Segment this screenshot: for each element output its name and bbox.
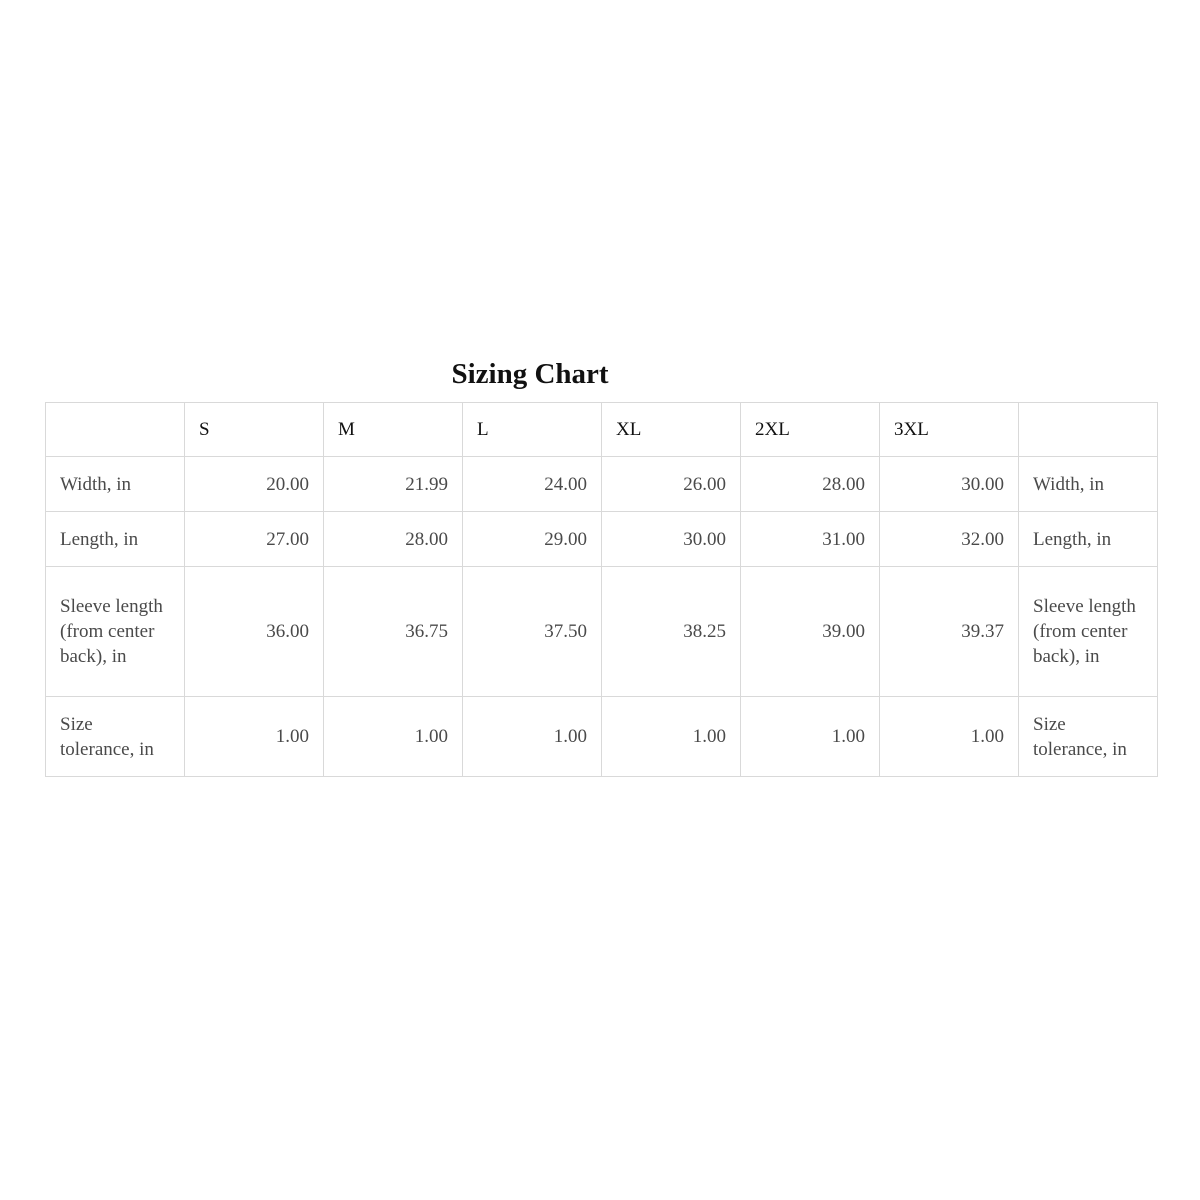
table-cell: 39.00 [740,566,880,697]
table-cell: 28.00 [740,456,880,512]
header-row: S M L XL 2XL 3XL [45,402,1158,457]
row-label-right: Size tolerance, in [1018,696,1158,777]
table-cell: 37.50 [462,566,602,697]
table-row: Width, in 20.00 21.99 24.00 26.00 28.00 30.00 W… [45,456,1158,512]
column-header: 3XL [879,402,1019,457]
table-cell: 36.75 [323,566,463,697]
row-label: Sleeve length (from center back), in [45,566,185,697]
row-label-right: Width, in [1018,456,1158,512]
table-cell: 36.00 [184,566,324,697]
table-row: Size tolerance, in 1.00 1.00 1.00 1.00 1.00 1.… [45,696,1158,777]
row-label: Size tolerance, in [45,696,185,777]
table-cell: 31.00 [740,511,880,567]
table-cell: 1.00 [879,696,1019,777]
column-header: M [323,402,463,457]
table-cell: 29.00 [462,511,602,567]
table-cell: 21.99 [323,456,463,512]
table-cell: 1.00 [601,696,741,777]
table-cell: 1.00 [462,696,602,777]
table-cell: 30.00 [879,456,1019,512]
table-cell: 38.25 [601,566,741,697]
row-label: Length, in [45,511,185,567]
column-header [45,402,185,457]
table-row: Length, in 27.00 28.00 29.00 30.00 31.00 32.00… [45,511,1158,567]
column-header: L [462,402,602,457]
page-title: Sizing Chart [451,358,609,390]
row-label-right: Length, in [1018,511,1158,567]
column-header [1018,402,1158,457]
table-cell: 26.00 [601,456,741,512]
table-cell: 30.00 [601,511,741,567]
column-header: 2XL [740,402,880,457]
table-row: Sleeve length (from center back), in 36.0… [45,566,1158,697]
table-cell: 1.00 [184,696,324,777]
table-cell: 1.00 [740,696,880,777]
table-cell: 39.37 [879,566,1019,697]
row-label-right: Sleeve length (from center back), in [1018,566,1158,697]
column-header: XL [601,402,741,457]
table-cell: 32.00 [879,511,1019,567]
table-cell: 24.00 [462,456,602,512]
table-cell: 28.00 [323,511,463,567]
table-cell: 27.00 [184,511,324,567]
sizing-table: S M L XL 2XL 3XL Width, in 20.00 21.99 24.00 26.00… [45,402,1158,777]
table-cell: 1.00 [323,696,463,777]
column-header: S [184,402,324,457]
table-cell: 20.00 [184,456,324,512]
row-label: Width, in [45,456,185,512]
